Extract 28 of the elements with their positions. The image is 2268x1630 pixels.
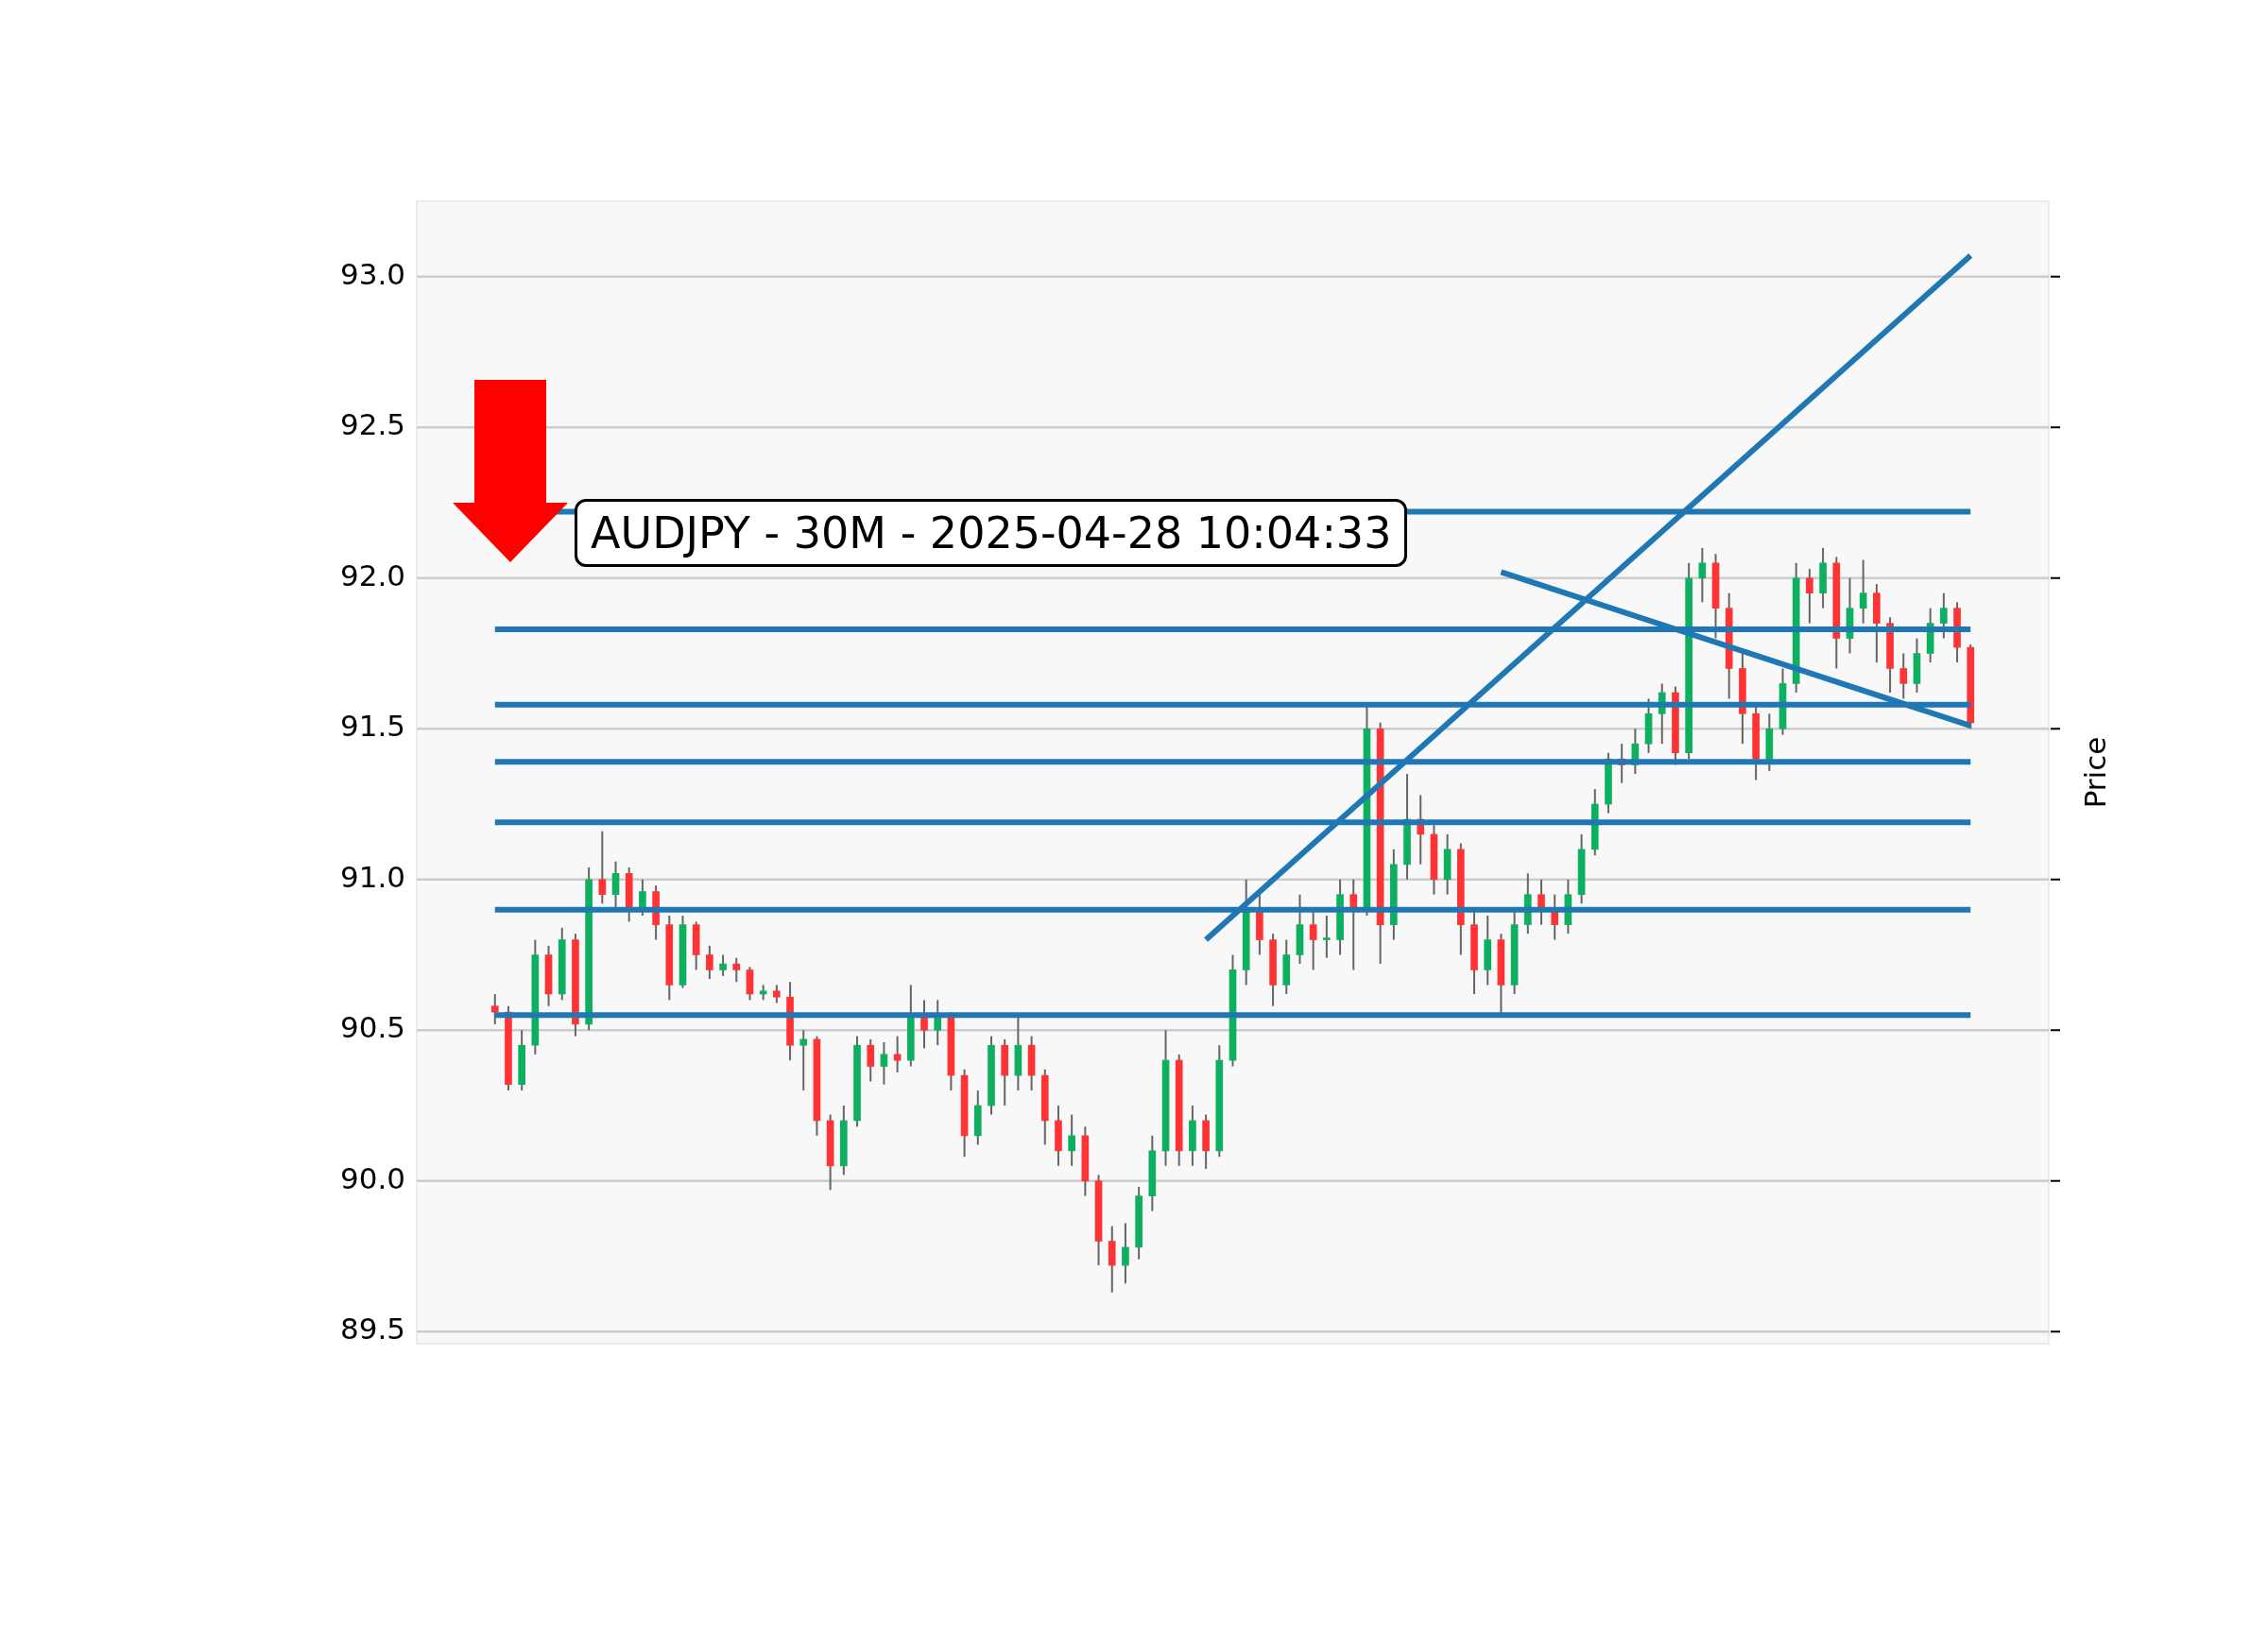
y-tick-label: 90.0 xyxy=(339,1160,405,1195)
candlestick xyxy=(773,984,781,1004)
y-axis-title: Price xyxy=(2078,736,2113,809)
candlestick xyxy=(1122,1222,1129,1285)
text: AUDJPY - 30M - 2025-04-28 10:04:33 xyxy=(575,499,1408,567)
y-tick-label: 92.5 xyxy=(339,407,405,442)
y-tick-label: 92.0 xyxy=(339,558,405,592)
candlestick xyxy=(719,953,727,977)
candlestick xyxy=(1323,915,1331,959)
y-tick-label: 90.5 xyxy=(339,1010,405,1045)
candlestick xyxy=(1806,568,1813,625)
candlestick xyxy=(893,1035,902,1073)
y-tick-label: 91.0 xyxy=(339,859,405,894)
candlestick xyxy=(598,830,607,905)
candlestick xyxy=(732,956,741,984)
candlestick xyxy=(1068,1113,1075,1167)
y-tick-label: 91.5 xyxy=(339,709,405,744)
candlestick xyxy=(1698,546,1707,604)
y-tick-label: 89.5 xyxy=(339,1312,405,1347)
candlestick xyxy=(1899,652,1908,700)
candlestick xyxy=(880,1041,888,1086)
y-tick-label: 93.0 xyxy=(339,256,405,291)
candlestick xyxy=(490,992,499,1025)
candlestick xyxy=(1940,592,1948,640)
candlestick xyxy=(867,1038,875,1083)
candlestick xyxy=(799,1029,808,1092)
candlestick xyxy=(1859,558,1867,625)
candlestick xyxy=(706,944,713,981)
